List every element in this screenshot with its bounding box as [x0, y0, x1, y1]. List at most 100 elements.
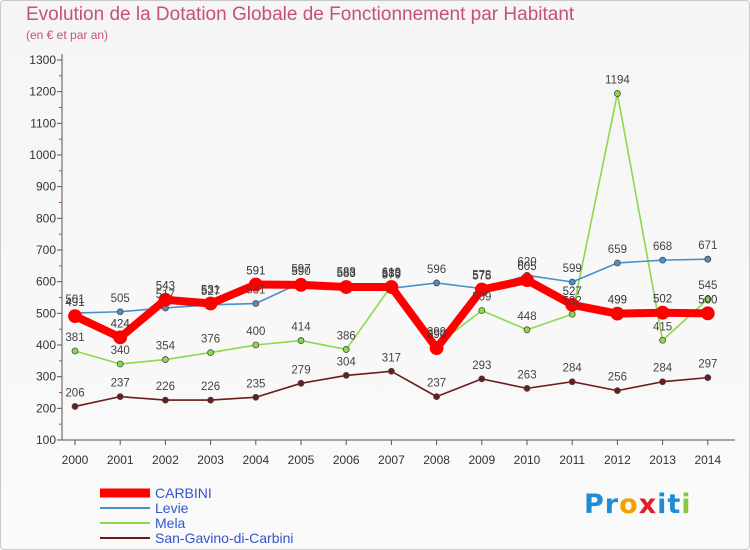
y-tick-label: 900 — [36, 180, 56, 194]
data-label-carbini: 543 — [156, 281, 175, 293]
logo-letter: t — [667, 489, 682, 520]
point-carbini — [520, 273, 534, 287]
x-tick-label: 2004 — [242, 453, 269, 467]
x-tick-label: 2009 — [468, 453, 495, 467]
data-label-levie: 505 — [111, 293, 130, 305]
x-tick-label: 2014 — [694, 453, 721, 467]
chart-title: Evolution de la Dotation Globale de Fonc… — [26, 4, 575, 25]
data-label-carbini: 531 — [201, 285, 220, 297]
point-san-gavino-di-carbini — [207, 396, 215, 404]
data-label-levie: 527 — [201, 286, 220, 298]
point-mela — [614, 90, 621, 97]
data-label-mela: 415 — [653, 321, 672, 333]
data-label-san-gavino-di-carbini: 284 — [563, 363, 583, 375]
data-label-mela: 354 — [156, 341, 176, 353]
point-san-gavino-di-carbini — [161, 396, 169, 404]
data-label-san-gavino-di-carbini: 284 — [653, 363, 673, 375]
data-label-san-gavino-di-carbini: 297 — [698, 359, 717, 371]
point-san-gavino-di-carbini — [297, 379, 305, 387]
data-label-levie: 659 — [608, 244, 627, 256]
data-label-levie: 668 — [653, 241, 672, 253]
point-san-gavino-di-carbini — [478, 375, 486, 383]
point-san-gavino-di-carbini — [71, 403, 79, 410]
data-label-mela: 545 — [698, 280, 717, 292]
point-carbini — [474, 282, 489, 297]
point-carbini — [203, 296, 218, 311]
x-tick-label: 2008 — [423, 453, 450, 467]
axes: 100 200 300 400 500 600 700 800 900 1000 1100 1200 1… — [29, 53, 735, 467]
point-san-gavino-di-carbini — [523, 384, 531, 392]
point-levie — [568, 278, 576, 286]
data-label-carbini: 424 — [111, 318, 131, 330]
data-label-mela: 386 — [337, 330, 356, 342]
x-tick-label: 2007 — [378, 453, 405, 467]
point-carbini — [113, 330, 128, 345]
x-tick-label: 2011 — [559, 453, 585, 467]
point-san-gavino-di-carbini — [614, 387, 621, 395]
data-label-levie: 501 — [65, 294, 84, 306]
x-tick-label: 2001 — [107, 453, 134, 467]
point-mela — [342, 346, 350, 353]
data-label-mela: 400 — [246, 326, 265, 338]
x-tick-label: 2003 — [197, 453, 224, 467]
point-san-gavino-di-carbini — [252, 393, 260, 401]
x-tick-label: 2000 — [62, 453, 89, 467]
point-mela — [71, 347, 79, 355]
point-carbini — [700, 306, 715, 321]
legend-label-mela: Mela — [155, 515, 186, 531]
point-mela — [568, 310, 576, 318]
data-label-san-gavino-di-carbini: 237 — [111, 378, 130, 390]
point-mela — [523, 326, 531, 334]
data-label-san-gavino-di-carbini: 304 — [337, 356, 357, 368]
data-label-levie: 671 — [698, 240, 717, 252]
data-label-levie: 599 — [563, 263, 582, 275]
data-label-mela: 1194 — [605, 75, 630, 87]
data-label-mela: 619 — [382, 267, 401, 279]
data-label-carbini: 605 — [517, 261, 536, 273]
point-san-gavino-di-carbini — [387, 367, 395, 375]
point-carbini — [384, 280, 399, 294]
data-label-carbini: 583 — [382, 268, 401, 280]
data-label-san-gavino-di-carbini: 226 — [156, 381, 175, 393]
point-mela — [252, 341, 260, 349]
data-label-carbini: 583 — [337, 268, 356, 280]
y-tick-label: 700 — [36, 243, 56, 257]
chart-subtitle: (en € et par an) — [26, 28, 109, 42]
logo-letter: P — [584, 489, 605, 520]
data-label-levie: 620 — [517, 256, 536, 268]
data-label-levie: 531 — [246, 285, 265, 297]
data-label-mela: 376 — [201, 334, 220, 346]
point-san-gavino-di-carbini — [568, 378, 576, 386]
series-layer — [68, 90, 715, 410]
data-label-san-gavino-di-carbini: 263 — [517, 369, 536, 381]
data-label-carbini: 502 — [653, 294, 672, 306]
data-label-levie: 579 — [382, 269, 401, 281]
data-label-carbini: 491 — [65, 297, 84, 309]
point-carbini — [294, 277, 308, 292]
x-tick-label: 2002 — [152, 453, 179, 467]
logo-letter: i — [657, 489, 668, 520]
point-levie — [433, 279, 441, 287]
data-label-levie: 597 — [291, 264, 310, 276]
point-mela — [116, 360, 124, 368]
logo-letter: x — [638, 489, 658, 520]
logo-letter: o — [619, 489, 639, 520]
point-carbini — [565, 297, 580, 312]
data-label-carbini: 527 — [563, 286, 582, 298]
point-mela — [161, 356, 169, 363]
point-carbini — [158, 292, 173, 307]
point-carbini — [339, 280, 354, 294]
point-mela — [659, 336, 666, 344]
x-tick-label: 2006 — [333, 453, 360, 467]
series-line-mela — [74, 92, 709, 365]
point-mela — [207, 349, 215, 357]
point-mela — [297, 337, 305, 344]
point-carbini — [68, 309, 82, 324]
point-levie — [704, 255, 712, 263]
data-label-san-gavino-di-carbini: 235 — [246, 378, 265, 390]
point-san-gavino-di-carbini — [342, 371, 350, 379]
y-tick-label: 500 — [36, 306, 56, 320]
point-mela — [478, 307, 486, 314]
data-label-levie: 578 — [472, 270, 491, 282]
data-label-san-gavino-di-carbini: 237 — [427, 378, 446, 390]
